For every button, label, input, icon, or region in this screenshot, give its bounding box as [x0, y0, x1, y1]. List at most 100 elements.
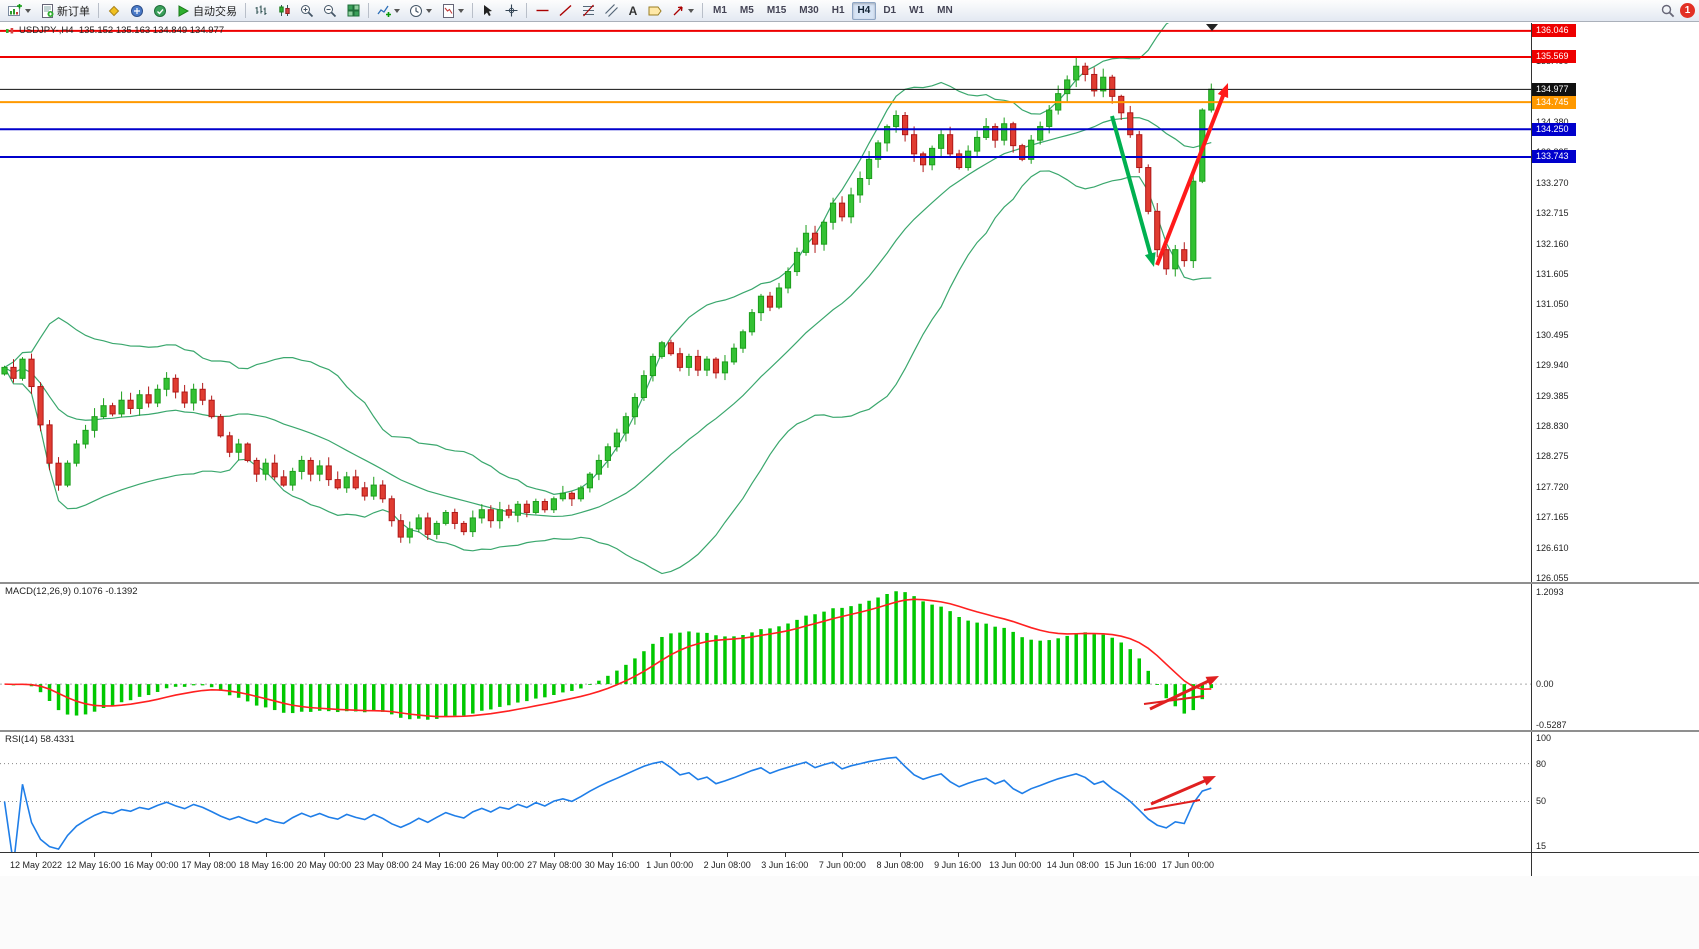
- timeframe-button-m15[interactable]: M15: [761, 2, 792, 20]
- rsi-panel[interactable]: RSI(14) 58.4331: [0, 732, 1531, 852]
- price-chart-canvas[interactable]: [0, 23, 1531, 582]
- time-axis-label: 30 May 16:00: [584, 860, 640, 870]
- time-axis-tick: [784, 853, 786, 857]
- label-button[interactable]: [644, 1, 666, 21]
- new-order-icon: [40, 3, 54, 18]
- text-icon: A: [628, 3, 638, 18]
- time-axis-label: 12 May 16:00: [66, 860, 121, 870]
- macd-canvas[interactable]: [0, 584, 1531, 730]
- price-tick: 127.165: [1536, 512, 1569, 523]
- rsi-tick: 100: [1536, 733, 1552, 744]
- strategy-tester-button[interactable]: [149, 1, 171, 21]
- crosshair-button[interactable]: [500, 1, 522, 21]
- notification-badge[interactable]: 1: [1680, 3, 1695, 18]
- terminal-icon: [130, 4, 144, 18]
- panel-splitter[interactable]: [0, 582, 1699, 584]
- time-axis-label: 15 Jun 16:00: [1104, 860, 1157, 870]
- horizontal-line-button[interactable]: [531, 1, 553, 21]
- macd-label: MACD(12,26,9) 0.1076 -0.1392: [5, 586, 138, 597]
- toolbar-separator: [368, 3, 369, 18]
- time-axis-label: 8 Jun 08:00: [876, 860, 924, 870]
- periods-button[interactable]: [405, 1, 436, 21]
- time-axis-label: 3 Jun 16:00: [761, 860, 809, 870]
- cursor-button[interactable]: [477, 1, 499, 21]
- rsi-annotations: [1143, 776, 1216, 811]
- panel-splitter[interactable]: [0, 730, 1699, 732]
- time-axis-tick: [496, 853, 498, 857]
- price-axis[interactable]: 136.045135.490134.935134.380133.825133.2…: [1532, 23, 1699, 583]
- autotrading-label: 自动交易: [193, 5, 237, 18]
- time-axis-tick: [151, 853, 153, 857]
- time-axis-tick: [554, 853, 556, 857]
- rsi-tick: 80: [1536, 758, 1547, 769]
- macd-tick: 0.00: [1536, 679, 1554, 690]
- price-tick: 128.275: [1536, 451, 1569, 462]
- rsi-label-text: RSI(14) 58.4331: [5, 734, 75, 745]
- chevron-down-icon: [688, 8, 694, 13]
- price-line-badge: 135.569: [1532, 50, 1576, 64]
- search-button[interactable]: [1657, 1, 1679, 21]
- trendline-button[interactable]: [554, 1, 576, 21]
- timeframe-button-mn[interactable]: MN: [931, 2, 959, 20]
- strategy-tester-icon: [153, 4, 167, 18]
- rsi-line: [3, 756, 1212, 852]
- bottom-spacer: [0, 876, 1699, 949]
- tile-windows-button[interactable]: [342, 1, 364, 21]
- time-axis-label: 18 May 16:00: [239, 860, 294, 870]
- rsi-canvas[interactable]: [0, 732, 1531, 852]
- periods-clock-icon: [409, 4, 423, 18]
- time-axis-tick: [1188, 853, 1189, 857]
- templates-button[interactable]: [437, 1, 468, 21]
- trend-arrows: [1110, 83, 1229, 267]
- price-tick: 132.160: [1536, 238, 1569, 249]
- terminal-button[interactable]: [126, 1, 148, 21]
- trendline-icon: [558, 4, 572, 18]
- timeframe-button-m30[interactable]: M30: [793, 2, 824, 20]
- horizontal-lines: [0, 29, 1531, 158]
- timeframe-buttons: M1 M5 M15 M30 H1 H4 D1 W1 MN: [707, 1, 959, 20]
- metaeditor-button[interactable]: [103, 1, 125, 21]
- timeframe-button-m1[interactable]: M1: [707, 2, 733, 20]
- time-axis-tick: [957, 853, 959, 857]
- rsi-tick: 15: [1536, 840, 1547, 851]
- channel-button[interactable]: [600, 1, 622, 21]
- new-order-button[interactable]: 新订单: [36, 1, 94, 21]
- toolbar-separator: [702, 3, 703, 18]
- time-axis-tick: [324, 853, 325, 857]
- candlestick-chart-button[interactable]: [273, 1, 295, 21]
- price-line-badge: 134.745: [1532, 95, 1576, 109]
- macd-histogram: [11, 591, 1214, 720]
- arrows-button[interactable]: [667, 1, 698, 21]
- time-axis-label: 9 Jun 16:00: [934, 860, 982, 870]
- rsi-axis[interactable]: 100 80 50 15: [1532, 732, 1699, 852]
- price-chart-panel[interactable]: USDJPY-,H4 135.152 135.163 134.849 134.9…: [0, 23, 1531, 582]
- autotrading-button[interactable]: 自动交易: [172, 1, 241, 21]
- time-axis-tick: [1072, 853, 1074, 857]
- price-tick: 126.610: [1536, 542, 1569, 553]
- new-chart-button[interactable]: [4, 1, 35, 21]
- timeframe-button-d1[interactable]: D1: [877, 2, 902, 20]
- candles: [1, 57, 1215, 544]
- indicators-button[interactable]: [373, 1, 404, 21]
- timeframe-button-w1[interactable]: W1: [903, 2, 930, 20]
- time-axis-label: 24 May 16:00: [411, 860, 467, 870]
- fibonacci-button[interactable]: [577, 1, 599, 21]
- time-axis[interactable]: 12 May 2022 12 May 16:00 16 May 00:00 17 Ma…: [0, 852, 1699, 876]
- zoom-in-button[interactable]: [296, 1, 318, 21]
- time-axis-tick: [1015, 853, 1017, 857]
- time-axis-label: 1 Jun 00:00: [646, 860, 694, 870]
- text-button[interactable]: A: [623, 1, 643, 21]
- price-tick: 128.830: [1536, 420, 1569, 431]
- price-line-badge: 134.977: [1532, 82, 1576, 96]
- macd-panel[interactable]: MACD(12,26,9) 0.1076 -0.1392: [0, 584, 1531, 730]
- price-line-badge: 134.250: [1532, 122, 1576, 136]
- zoom-out-button[interactable]: [319, 1, 341, 21]
- macd-tick: -0.5287: [1536, 719, 1567, 730]
- timeframe-button-h1[interactable]: H1: [826, 2, 851, 20]
- macd-label-text: MACD(12,26,9) 0.1076 -0.1392: [5, 586, 138, 597]
- macd-axis[interactable]: 1.2093 0.00 -0.5287: [1532, 584, 1699, 730]
- time-axis-tick: [36, 853, 37, 857]
- timeframe-button-m5[interactable]: M5: [734, 2, 760, 20]
- timeframe-button-h4[interactable]: H4: [851, 1, 877, 20]
- bar-chart-button[interactable]: [250, 1, 272, 21]
